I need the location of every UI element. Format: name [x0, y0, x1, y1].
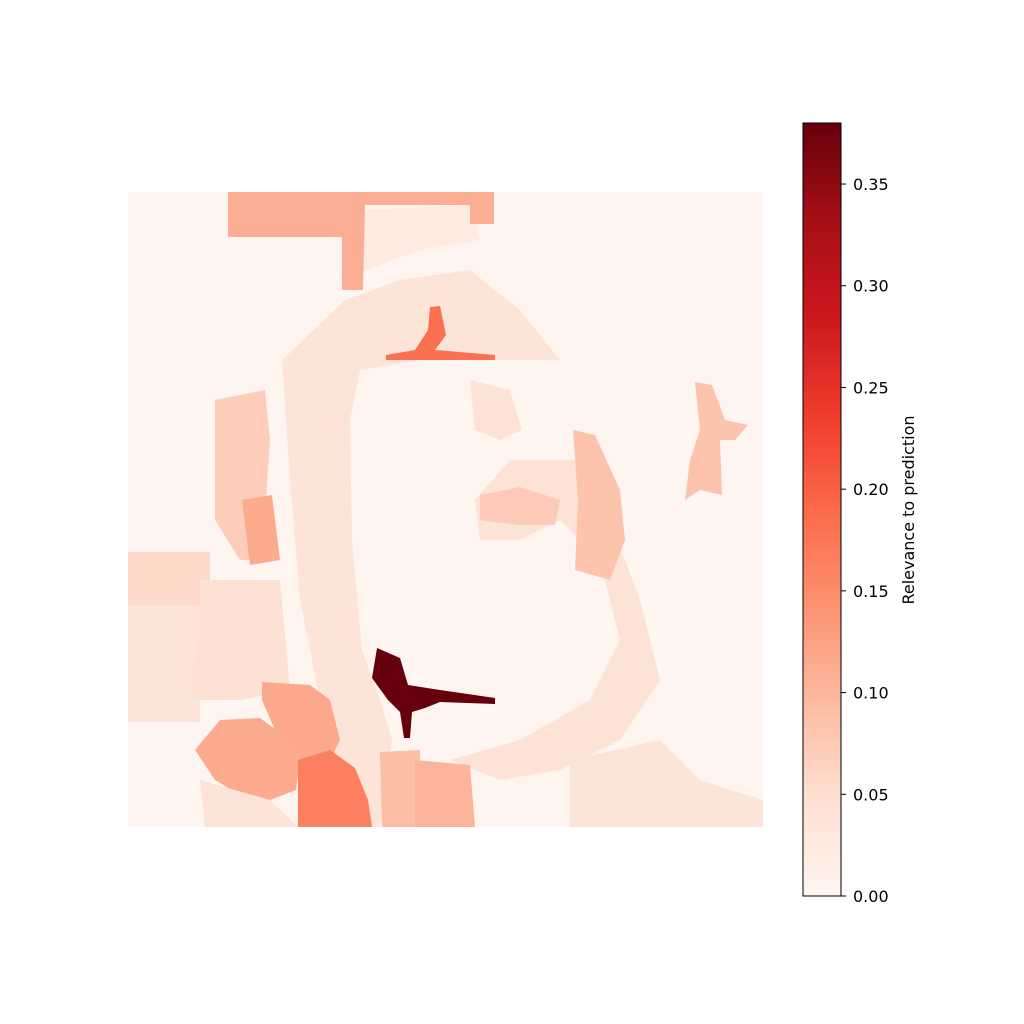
heatmap-region [480, 487, 560, 525]
heatmap-region [386, 306, 495, 360]
heatmap-region [242, 495, 280, 565]
heatmap-region [380, 750, 420, 827]
heatmap-region [262, 682, 340, 770]
heatmap-region [570, 740, 763, 827]
heatmap-region [470, 380, 522, 440]
heatmap-region [282, 270, 560, 827]
heatmap-region [128, 552, 210, 605]
heatmap-region [195, 718, 300, 800]
colorbar-label: Relevance to prediction [899, 415, 918, 604]
colorbar-tick-label: 0.25 [853, 378, 889, 397]
heatmap-region [200, 780, 298, 827]
heatmap-region [573, 430, 625, 580]
heatmap-region [228, 192, 494, 290]
heatmap-region [190, 580, 290, 700]
colorbar: 0.00 0.05 0.10 0.15 0.20 0.25 0.30 0.35 Relevan… [802, 122, 918, 906]
colorbar-tick-label: 0.10 [853, 684, 889, 703]
colorbar-tick-label: 0.20 [853, 480, 889, 499]
heatmap-region [685, 382, 748, 500]
heatmap-region [298, 750, 372, 827]
colorbar-ticks: 0.00 0.05 0.10 0.15 0.20 0.25 0.30 0.35 [841, 175, 889, 906]
colorbar-tick-label: 0.05 [853, 785, 889, 804]
heatmap-region [415, 760, 475, 827]
colorbar-tick-label: 0.00 [853, 887, 889, 906]
heatmap-region [372, 648, 495, 738]
colorbar-gradient [802, 122, 842, 897]
heatmap-region [128, 605, 200, 722]
colorbar-tick-label: 0.15 [853, 582, 889, 601]
heatmap-region [340, 205, 480, 280]
colorbar-tick-label: 0.30 [853, 277, 889, 296]
colorbar-tick-label: 0.35 [853, 175, 889, 194]
heatmap [128, 192, 763, 827]
